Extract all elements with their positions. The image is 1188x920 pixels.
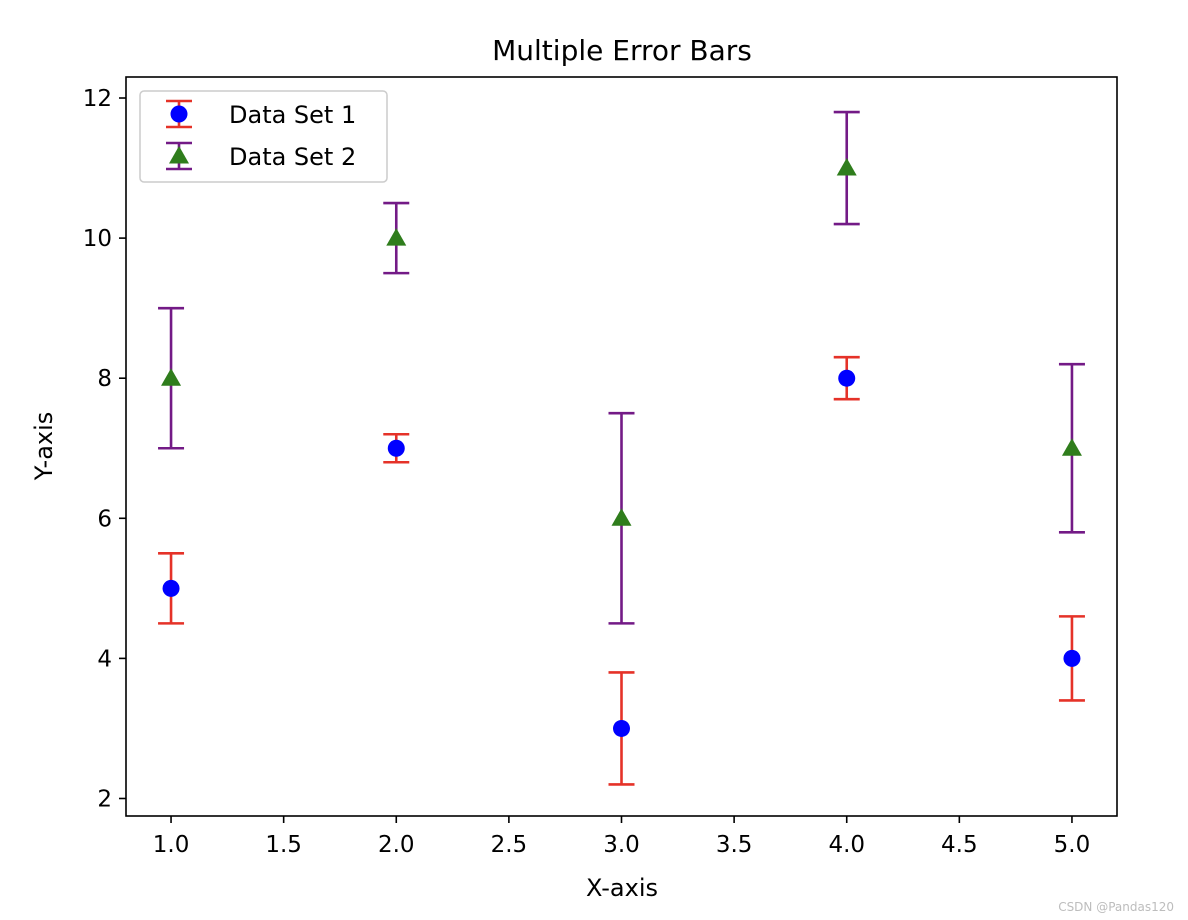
legend-box <box>139 90 388 183</box>
plot-area-frame <box>125 76 1118 817</box>
y-tick-label: 4 <box>97 646 112 672</box>
data-point-1 <box>387 439 405 457</box>
y-tick-label: 2 <box>97 786 112 812</box>
data-point-2 <box>1061 438 1082 456</box>
x-axis-ticks: 1.0 1.5 2.0 2.5 3.0 3.5 4.0 4.5 5.0 <box>153 816 1090 858</box>
data-point-2 <box>386 228 407 246</box>
x-tick-label: 1.5 <box>265 832 302 858</box>
data-point-2 <box>161 368 182 386</box>
legend-label: Data Set 1 <box>229 101 356 129</box>
data-point-1 <box>613 719 630 737</box>
data-point-1 <box>162 579 180 597</box>
legend: Data Set 1 Data Set 2 <box>139 90 388 183</box>
y-tick-label: 6 <box>97 506 112 532</box>
y-tick-label: 8 <box>97 366 112 392</box>
error-bars <box>158 110 1085 786</box>
x-tick-label: 1.0 <box>153 832 190 858</box>
data-point-2 <box>836 158 857 176</box>
x-tick-label: 4.5 <box>941 832 978 858</box>
data-point-1 <box>838 369 856 387</box>
x-axis-label: X-axis <box>586 874 658 902</box>
x-tick-label: 4.0 <box>828 832 865 858</box>
y-tick-label: 10 <box>83 226 112 252</box>
data-point-1 <box>1063 649 1081 667</box>
data-point-2 <box>611 508 632 526</box>
x-tick-label: 2.0 <box>378 832 415 858</box>
chart-title: Multiple Error Bars <box>492 34 752 67</box>
x-tick-label: 3.5 <box>716 832 753 858</box>
x-tick-label: 2.5 <box>491 832 528 858</box>
x-tick-label: 5.0 <box>1054 832 1091 858</box>
legend-label: Data Set 2 <box>229 143 356 171</box>
legend-marker-2 <box>169 146 189 164</box>
y-tick-label: 12 <box>83 86 112 112</box>
legend-marker-1 <box>170 105 188 123</box>
y-axis-ticks: 2 4 6 8 10 12 <box>83 86 126 812</box>
x-tick-label: 3.0 <box>603 832 640 858</box>
data-markers <box>161 158 1082 737</box>
watermark: CSDN @Pandas120 <box>1058 900 1174 914</box>
y-axis-label: Y-axis <box>30 412 58 482</box>
